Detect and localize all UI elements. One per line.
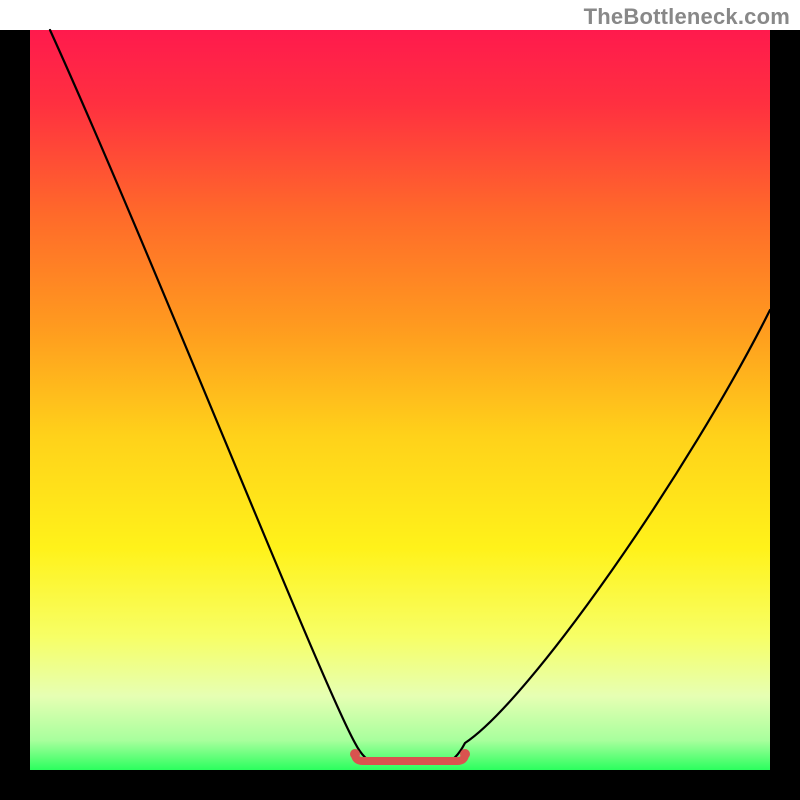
optimal-range-cap-left xyxy=(350,749,360,759)
frame-bottom xyxy=(0,770,800,800)
chart-stage: TheBottleneck.com xyxy=(0,0,800,800)
optimal-range-cap-right xyxy=(460,749,470,759)
plot-background xyxy=(30,30,770,770)
watermark-text: TheBottleneck.com xyxy=(584,4,790,30)
frame-left xyxy=(0,30,30,800)
bottleneck-chart xyxy=(0,0,800,800)
frame-right xyxy=(770,30,800,800)
